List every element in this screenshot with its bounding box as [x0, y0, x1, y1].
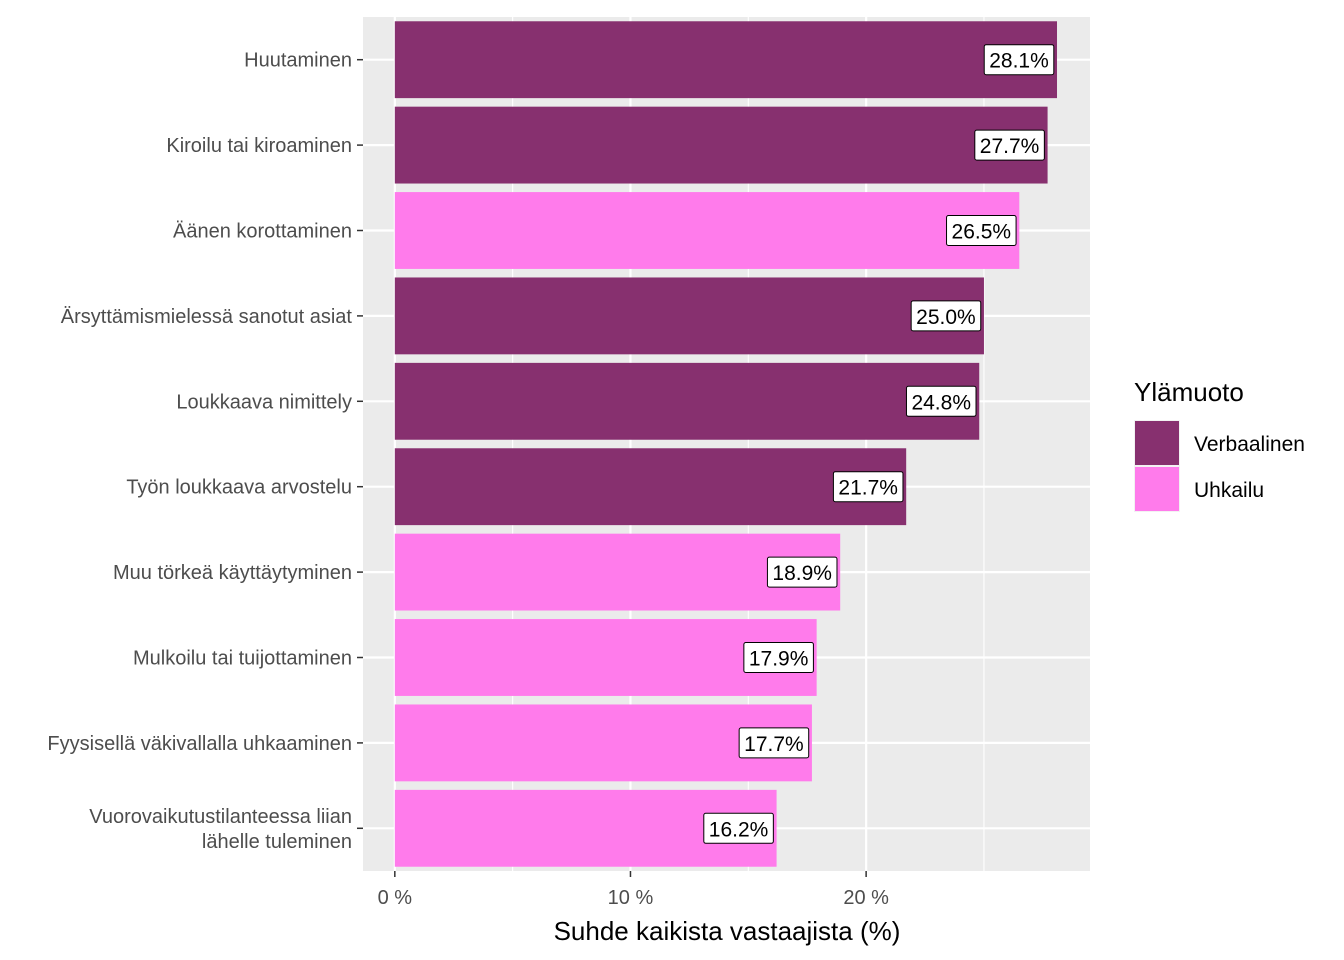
- data-label-text: 27.7%: [980, 135, 1040, 158]
- bars: [394, 21, 1058, 867]
- bar: [394, 533, 841, 611]
- category-label: Äänen korottaminen: [173, 221, 352, 243]
- data-labels: 28.1% 27.7% 26.5% 25.0% 24.8% 21.7% 18.9% 17.9%…: [703, 44, 1055, 844]
- legend-swatch: [1135, 467, 1179, 511]
- bar: [394, 21, 1058, 99]
- data-label-text: 17.9%: [749, 648, 809, 671]
- data-label-box: [738, 727, 810, 759]
- data-label-box: [910, 300, 982, 332]
- data-label-box: [974, 129, 1045, 161]
- category-label: Huutaminen: [244, 50, 352, 72]
- data-label: 17.9%: [743, 642, 814, 673]
- bar: [394, 362, 980, 440]
- x-axis-title: Suhde kaikista vastaajista (%): [554, 916, 901, 946]
- legend-label: Uhkailu: [1194, 479, 1264, 502]
- legend: Ylämuoto Verbaalinen Uhkailu: [1134, 377, 1305, 512]
- y-axis: Huutaminen Kiroilu tai kiroaminen Äänen ko…: [47, 50, 363, 853]
- data-label: 24.8%: [905, 385, 977, 417]
- data-label-text: 17.7%: [744, 733, 804, 756]
- category-label: Loukkaava nimittely: [176, 391, 352, 413]
- data-label-text: 21.7%: [838, 477, 898, 500]
- data-label: 16.2%: [703, 812, 774, 844]
- legend-title: Ylämuoto: [1134, 377, 1244, 407]
- data-label-text: 18.9%: [772, 562, 832, 585]
- data-label: 26.5%: [946, 215, 1017, 246]
- data-label: 17.7%: [738, 727, 810, 759]
- data-label: 27.7%: [974, 129, 1045, 161]
- data-label-box: [743, 642, 814, 673]
- category-label: Vuorovaikutustilanteessa liian lähelle tu…: [89, 806, 352, 853]
- legend-label: Verbaalinen: [1194, 433, 1305, 456]
- data-label-box: [983, 44, 1055, 76]
- bar: [394, 277, 984, 355]
- data-label-box: [832, 471, 904, 503]
- data-label: 21.7%: [832, 471, 904, 503]
- data-label-box: [946, 215, 1017, 246]
- category-label: Mulkoilu tai tuijottaminen: [133, 648, 352, 670]
- x-tick-label: 0 %: [378, 887, 413, 909]
- bar: [394, 448, 907, 526]
- data-label-box: [905, 385, 977, 417]
- data-label-text: 26.5%: [952, 221, 1012, 244]
- data-label-box: [703, 812, 774, 844]
- category-label: Kiroilu tai kiroaminen: [166, 135, 352, 157]
- data-label-box: [766, 556, 838, 588]
- x-axis: 0 % 10 % 20 %: [378, 871, 889, 909]
- category-label: Fyysisellä väkivallalla uhkaaminen: [47, 733, 352, 755]
- category-label: Työn loukkaava arvostelu: [126, 477, 352, 499]
- data-label: 28.1%: [983, 44, 1055, 76]
- bar: [394, 106, 1048, 184]
- data-label-text: 24.8%: [911, 391, 971, 414]
- x-tick-label: 10 %: [608, 887, 654, 909]
- legend-swatch: [1135, 421, 1179, 465]
- data-label-text: 28.1%: [989, 50, 1049, 73]
- data-label: 18.9%: [766, 556, 838, 588]
- data-label-text: 16.2%: [709, 818, 769, 841]
- category-label: Muu törkeä käyttäytyminen: [113, 562, 352, 584]
- x-tick-label: 20 %: [843, 887, 889, 909]
- data-label-text: 25.0%: [916, 306, 976, 329]
- bar: [394, 192, 1020, 269]
- data-label: 25.0%: [910, 300, 982, 332]
- category-label: Ärsyttämismielessä sanotut asiat: [61, 306, 353, 328]
